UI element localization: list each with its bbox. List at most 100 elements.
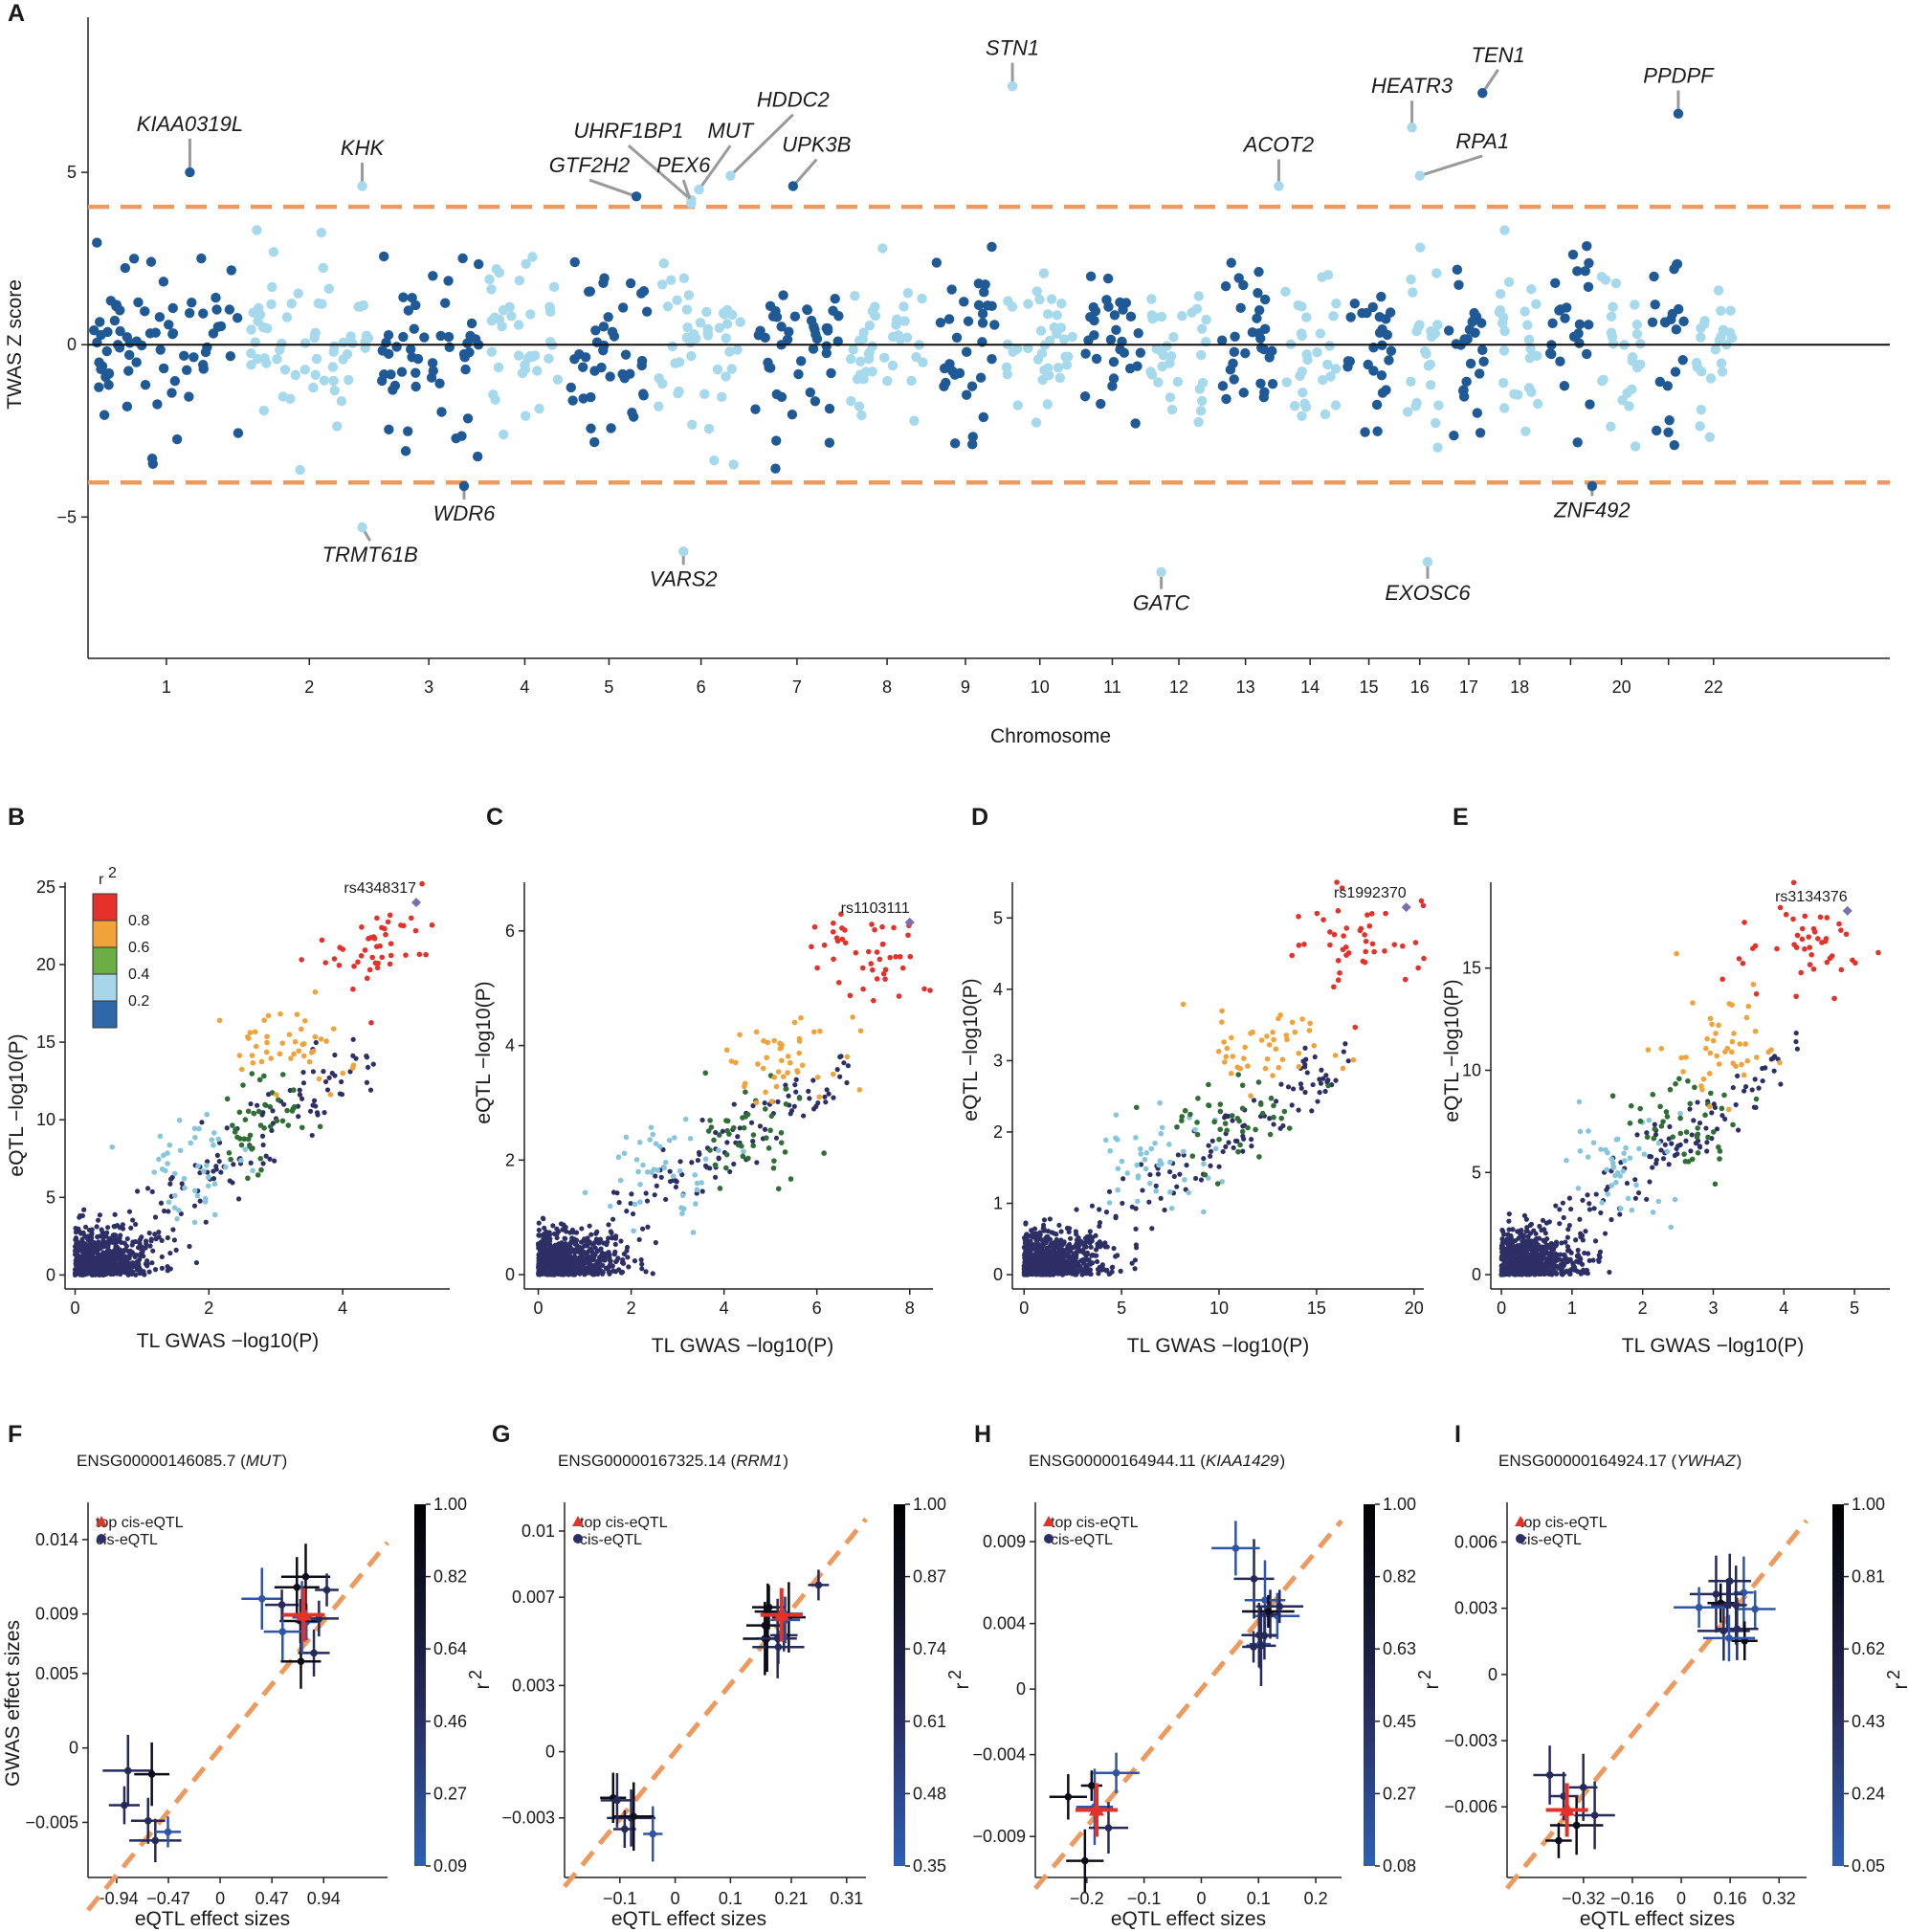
locus-snp-point xyxy=(103,1269,109,1276)
locus-snp-point-ld xyxy=(636,1140,643,1145)
locus-snp-point xyxy=(544,1229,549,1234)
twas-point xyxy=(1408,287,1418,298)
locus-snp-point-ld xyxy=(284,1107,290,1114)
panel-a-xtick-label: 5 xyxy=(604,677,613,697)
locus-snp-point xyxy=(300,1069,306,1076)
locus-snp-point-ld xyxy=(648,1124,654,1130)
twas-point xyxy=(1362,307,1372,319)
twas-point xyxy=(1146,310,1158,321)
twas-point xyxy=(1342,356,1354,366)
locus-snp-point-ld xyxy=(255,1108,262,1115)
twas-point-highlight xyxy=(1156,566,1166,578)
locus-snp-point xyxy=(1733,1101,1739,1108)
twas-point xyxy=(959,297,969,307)
locus-snp-point xyxy=(75,1262,81,1268)
panel-e-xtick-label: 0 xyxy=(1497,1299,1506,1318)
locus-snp-point xyxy=(831,1095,836,1100)
locus-snp-point-ld xyxy=(1296,1063,1302,1070)
twas-point xyxy=(770,463,781,474)
twas-point xyxy=(484,274,495,285)
locus-snp-point xyxy=(133,1221,139,1228)
twas-point xyxy=(1433,400,1444,411)
locus-snp-point xyxy=(127,1265,133,1272)
locus-snp-point xyxy=(554,1232,560,1237)
locus-snp-point xyxy=(1274,1099,1279,1104)
twas-point xyxy=(488,389,499,400)
locus-snp-point-ld xyxy=(1400,943,1406,949)
twas-point xyxy=(879,352,890,364)
twas-point xyxy=(1195,406,1207,416)
locus-snp-point xyxy=(106,1248,112,1254)
twas-point xyxy=(1166,404,1178,415)
panel-e-ytick-label: 0 xyxy=(1472,1265,1481,1284)
twas-point xyxy=(1317,272,1327,282)
locus-snp-point xyxy=(1037,1230,1043,1235)
twas-point xyxy=(1522,320,1533,330)
locus-snp-point xyxy=(547,1242,553,1248)
locus-snp-point-ld xyxy=(1268,1095,1275,1101)
locus-snp-point xyxy=(573,1237,580,1243)
twas-point-highlight xyxy=(1414,170,1425,181)
cis-eqtl-point xyxy=(151,1836,160,1845)
locus-snp-point xyxy=(1056,1222,1062,1229)
locus-snp-point xyxy=(1040,1222,1047,1228)
twas-point xyxy=(1042,399,1054,410)
twas-point xyxy=(1091,353,1102,365)
twas-point xyxy=(311,353,322,365)
twas-point xyxy=(1133,327,1143,339)
locus-snp-point-ld xyxy=(1692,1084,1697,1091)
locus-snp-point xyxy=(1735,1127,1742,1133)
locus-snp-point-ld xyxy=(694,1187,700,1193)
locus-snp-point xyxy=(1519,1228,1524,1233)
twas-point xyxy=(1498,403,1510,413)
locus-snp-point xyxy=(618,1270,625,1276)
locus-snp-point xyxy=(143,1261,148,1267)
locus-snp-point-ld xyxy=(1655,1198,1662,1205)
locus-snp-point-ld xyxy=(1289,1019,1296,1026)
locus-snp-point-ld xyxy=(250,1059,256,1066)
locus-snp-point-ld xyxy=(1239,1128,1246,1135)
locus-snp-point-ld xyxy=(773,1083,780,1090)
locus-snp-point-ld xyxy=(831,1071,836,1077)
locus-snp-point xyxy=(1030,1231,1035,1236)
locus-snp-point-ld xyxy=(767,1127,773,1134)
locus-snp-point xyxy=(1597,1249,1604,1255)
twas-point xyxy=(599,273,610,283)
twas-point xyxy=(1449,430,1459,441)
locus-snp-point xyxy=(1749,1087,1755,1093)
locus-snp-point xyxy=(1249,1137,1254,1143)
gene-label-leader xyxy=(729,113,794,177)
locus-snp-point-ld xyxy=(661,1165,668,1171)
locus-snp-point-ld xyxy=(1334,879,1340,885)
twas-point xyxy=(1146,369,1158,380)
locus-snp-point xyxy=(716,1156,721,1162)
locus-snp-point-ld xyxy=(1729,1038,1736,1045)
twas-point xyxy=(1067,331,1077,343)
twas-point xyxy=(1193,291,1204,301)
panel-d-xtick-label: 20 xyxy=(1405,1299,1424,1318)
locus-snp-point xyxy=(99,1227,104,1232)
twas-point xyxy=(854,335,865,345)
locus-snp-point xyxy=(584,1252,590,1257)
twas-point xyxy=(1532,398,1543,410)
locus-snp-point-ld xyxy=(750,1132,757,1138)
locus-snp-point-ld xyxy=(650,1131,656,1138)
twas-point xyxy=(828,305,838,316)
locus-snp-point-ld xyxy=(775,1186,782,1192)
twas-point-highlight xyxy=(1274,181,1284,191)
locus-snp-point-ld xyxy=(1637,1118,1644,1124)
locus-snp-point xyxy=(554,1266,560,1272)
twas-point xyxy=(674,386,684,397)
locus-snp-point xyxy=(754,1160,760,1166)
twas-point xyxy=(620,349,632,360)
locus-snp-point xyxy=(1028,1258,1033,1264)
twas-point xyxy=(103,380,114,390)
twas-point xyxy=(443,276,454,286)
locus-snp-point-ld xyxy=(232,1129,238,1135)
locus-snp-point xyxy=(535,1264,542,1271)
locus-snp-point-ld xyxy=(765,1145,772,1151)
twas-point xyxy=(787,409,798,420)
locus-snp-point-ld xyxy=(1664,1114,1671,1120)
locus-snp-point xyxy=(536,1220,542,1226)
twas-point xyxy=(398,292,409,302)
